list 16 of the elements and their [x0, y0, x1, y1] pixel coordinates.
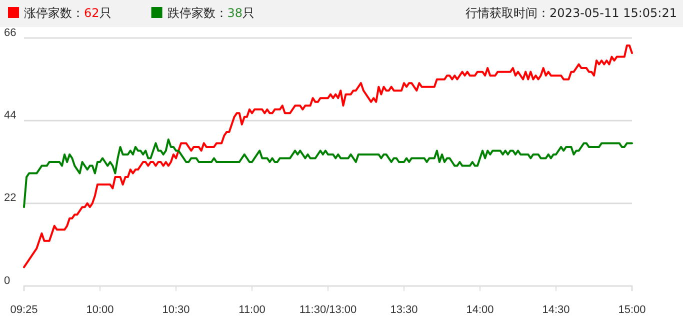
x-tick-label: 11:30/13:00 [299, 304, 357, 316]
x-tick-label: 09:25 [10, 304, 38, 316]
x-tick-label: 10:00 [86, 304, 114, 316]
y-tick-label: 22 [4, 192, 16, 204]
y-tick-label: 66 [4, 26, 16, 39]
legend-label: 涨停家数：62只 [24, 6, 112, 20]
x-tick-label: 10:30 [162, 304, 190, 316]
x-tick-label: 11:00 [238, 304, 266, 316]
y-tick-label: 44 [4, 109, 16, 122]
x-tick-label: 14:00 [466, 304, 494, 316]
text: 行情获取时间：2023-05-11 15:05:21 [466, 6, 677, 20]
x-tick-label: 13:30 [390, 304, 418, 316]
y-tick-label: 0 [4, 274, 10, 287]
x-tick-label: 15:00 [618, 304, 646, 316]
legend-label: 跌停家数：38只 [167, 6, 255, 20]
x-tick-label: 14:30 [542, 304, 570, 316]
